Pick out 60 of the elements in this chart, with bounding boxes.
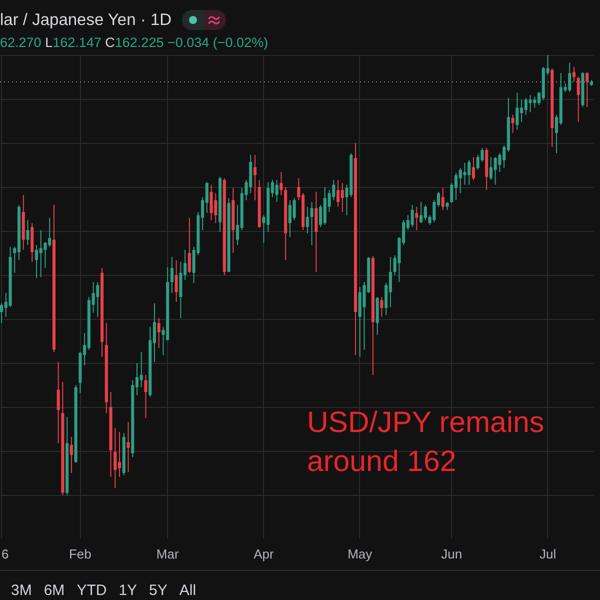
x-tick-label: 6	[2, 546, 9, 562]
annotation: USD/JPY remains around 162	[307, 405, 546, 480]
candlestick	[494, 156, 497, 186]
candlestick	[292, 198, 296, 220]
chart-subtitle: 62.270 L162.147 C162.225 −0.034 (−0.02%)	[0, 35, 268, 51]
candlestick	[56, 362, 60, 444]
candlestick	[454, 172, 458, 201]
candlestick	[441, 187, 444, 210]
candlestick	[388, 256, 392, 308]
candlestick	[340, 182, 344, 213]
candlestick	[472, 156, 476, 180]
candlestick	[420, 201, 423, 224]
x-tick-label: Mar	[156, 546, 180, 562]
candlestick	[516, 92, 519, 130]
candlestick	[0, 302, 4, 324]
candlestick	[118, 432, 122, 478]
candlestick	[576, 76, 580, 122]
text: All	[179, 582, 196, 600]
candlestick	[157, 318, 160, 349]
candlestick	[572, 66, 576, 82]
candlestick	[214, 192, 218, 224]
candlestick	[253, 154, 257, 201]
candlestick	[188, 217, 191, 274]
candlestick	[280, 172, 283, 196]
candlestick	[306, 206, 309, 234]
x-tick-label: Feb	[68, 546, 92, 562]
candlestick	[463, 162, 466, 186]
candlestick	[275, 179, 278, 202]
text: 5Y	[149, 582, 168, 600]
candlestick	[140, 352, 143, 388]
candlestick	[26, 220, 30, 246]
x-tick-label: Jun	[441, 546, 462, 562]
candlestick	[586, 72, 589, 108]
candlestick	[415, 206, 418, 231]
x-tick-label: May	[348, 546, 373, 562]
candlestick	[126, 421, 130, 473]
candlestick	[533, 96, 536, 108]
text: YTD	[76, 582, 107, 600]
candlestick	[528, 94, 532, 113]
text: 6M	[44, 582, 65, 600]
candlestick	[114, 428, 117, 488]
x-tick-label: Apr	[254, 546, 275, 562]
candlestick	[170, 256, 174, 294]
candlestick	[511, 114, 514, 134]
candlestick	[210, 184, 213, 220]
candlestick	[70, 436, 73, 474]
chart-title: lar / Japanese Yen · 1D	[0, 10, 172, 30]
text: 3M	[11, 582, 32, 600]
candlestick	[380, 296, 384, 318]
x-tick-label: Jul	[539, 546, 556, 562]
candlestick	[310, 201, 314, 246]
text: 1Y	[118, 582, 138, 600]
candlestick	[336, 179, 340, 208]
candlestick	[144, 374, 148, 418]
candlestick	[96, 282, 100, 318]
candlestick	[174, 260, 178, 302]
candlestick	[410, 204, 414, 228]
candlestick	[34, 244, 38, 279]
candlestick	[44, 242, 47, 268]
candlestick	[314, 191, 318, 272]
